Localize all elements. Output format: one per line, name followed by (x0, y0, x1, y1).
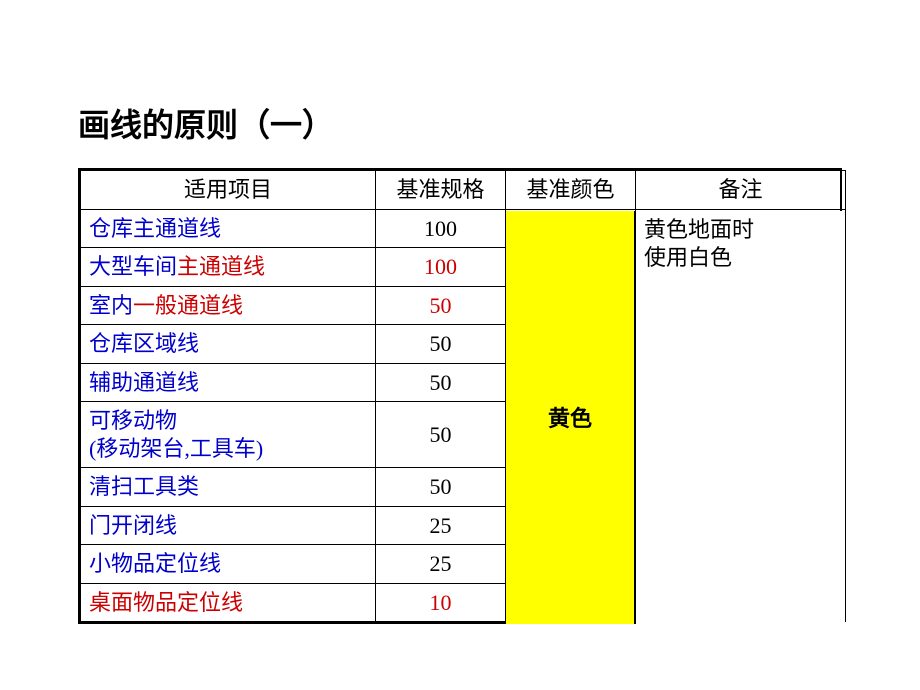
color-label: 黄色 (548, 401, 592, 433)
cell-item: 小物品定位线 (81, 545, 376, 584)
header-spec: 基准规格 (376, 171, 506, 210)
cell-spec: 50 (376, 325, 506, 364)
cell-spec: 100 (376, 209, 506, 248)
table-header-row: 适用项目 基准规格 基准颜色 备注 (81, 171, 846, 210)
slide-title: 画线的原则（一） (78, 100, 842, 146)
color-merged-cell: 黄色 (505, 211, 635, 624)
cell-item: 仓库主通道线 (81, 209, 376, 248)
cell-spec: 50 (376, 363, 506, 402)
cell-spec: 25 (376, 545, 506, 584)
cell-spec: 50 (376, 402, 506, 468)
header-note: 备注 (636, 171, 846, 210)
cell-item: 可移动物(移动架台,工具车) (81, 402, 376, 468)
header-item: 适用项目 (81, 171, 376, 210)
cell-item: 清扫工具类 (81, 468, 376, 507)
cell-spec: 25 (376, 506, 506, 545)
cell-item: 大型车间主通道线 (81, 248, 376, 287)
header-color: 基准颜色 (506, 171, 636, 210)
cell-item: 辅助通道线 (81, 363, 376, 402)
note-merged-cell: 黄色地面时使用白色 (635, 211, 845, 624)
cell-spec: 50 (376, 286, 506, 325)
cell-item: 室内一般通道线 (81, 286, 376, 325)
cell-item: 门开闭线 (81, 506, 376, 545)
cell-spec: 50 (376, 468, 506, 507)
cell-item: 桌面物品定位线 (81, 583, 376, 622)
cell-spec: 100 (376, 248, 506, 287)
cell-spec: 10 (376, 583, 506, 622)
cell-item: 仓库区域线 (81, 325, 376, 364)
line-rules-table: 适用项目 基准规格 基准颜色 备注 仓库主通道线100大型车间主通道线100室内… (78, 168, 842, 624)
